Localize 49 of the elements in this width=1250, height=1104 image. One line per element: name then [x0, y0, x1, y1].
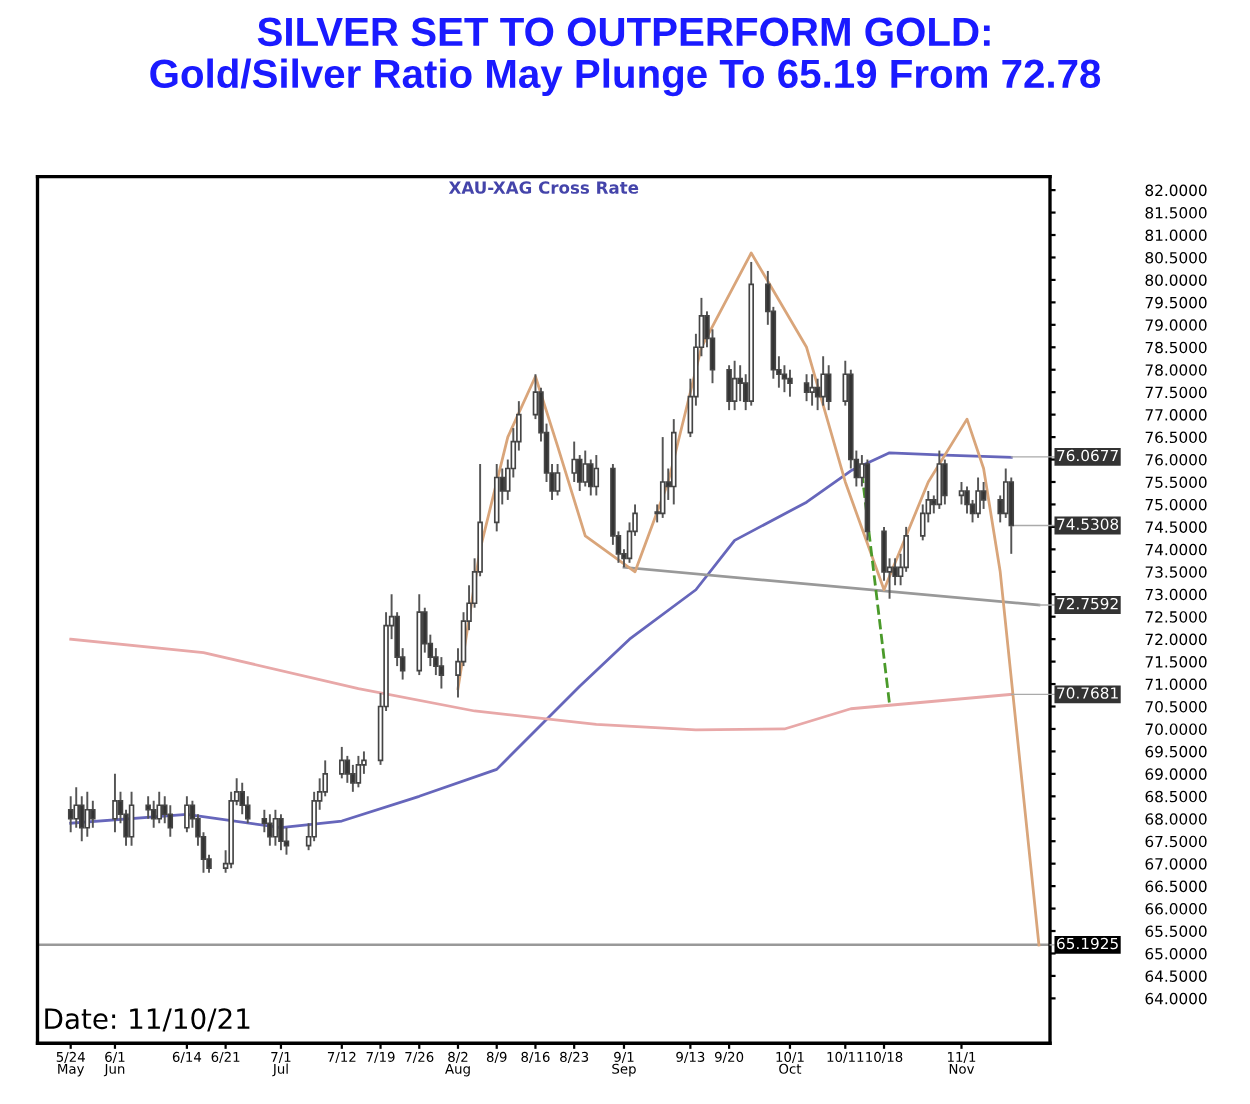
annotation: Date: 11/10/21 — [45, 1008, 250, 1032]
candlestick — [571, 440, 577, 483]
candlestick — [438, 656, 445, 690]
candlestick — [272, 808, 279, 847]
annotation: XAU-XAG Cross Rate — [448, 181, 639, 194]
candlestick — [803, 373, 810, 403]
candlestick — [145, 795, 151, 820]
candlestick — [942, 458, 948, 506]
candlestick — [344, 754, 351, 784]
candlestick — [156, 790, 162, 825]
candlestick — [150, 799, 157, 829]
candlestick — [1008, 476, 1015, 555]
candlestick — [737, 364, 743, 403]
candlestick — [726, 364, 732, 412]
candlestick — [350, 763, 356, 793]
candlestick — [167, 804, 174, 838]
candlestick — [980, 481, 987, 510]
candlestick — [787, 368, 793, 398]
candlestick — [781, 364, 788, 394]
candlestick — [184, 795, 190, 834]
line-series — [69, 637, 1013, 732]
candlestick — [78, 795, 85, 843]
candlestick — [936, 449, 943, 510]
candlestick — [554, 463, 561, 497]
candlestick — [339, 745, 345, 780]
candlestick — [355, 754, 362, 789]
candlestick — [958, 481, 965, 506]
candlestick — [593, 454, 600, 497]
candlestick — [820, 355, 826, 407]
candlestick — [731, 359, 738, 412]
candlestick — [493, 463, 500, 533]
candlestick — [112, 772, 118, 834]
candlestick — [278, 813, 284, 852]
candlestick — [67, 795, 74, 834]
candlestick — [128, 790, 135, 847]
line-series — [456, 251, 1041, 947]
candlestick — [73, 786, 80, 829]
candlestick — [582, 449, 589, 488]
candlestick — [90, 799, 96, 829]
candlestick — [267, 813, 273, 847]
candlestick — [239, 781, 245, 816]
candlestick — [84, 790, 91, 838]
candlestick — [825, 364, 832, 412]
candlestick — [588, 458, 594, 497]
candlestick — [975, 476, 981, 519]
candlestick — [659, 436, 666, 519]
candlestick — [964, 485, 970, 515]
candlestick — [809, 373, 815, 407]
chart-title: SILVER SET TO OUTPERFORM GOLD: Gold/Silver Ratio May Plunge To 65.19 From 72.78 — [150, 17, 1101, 97]
